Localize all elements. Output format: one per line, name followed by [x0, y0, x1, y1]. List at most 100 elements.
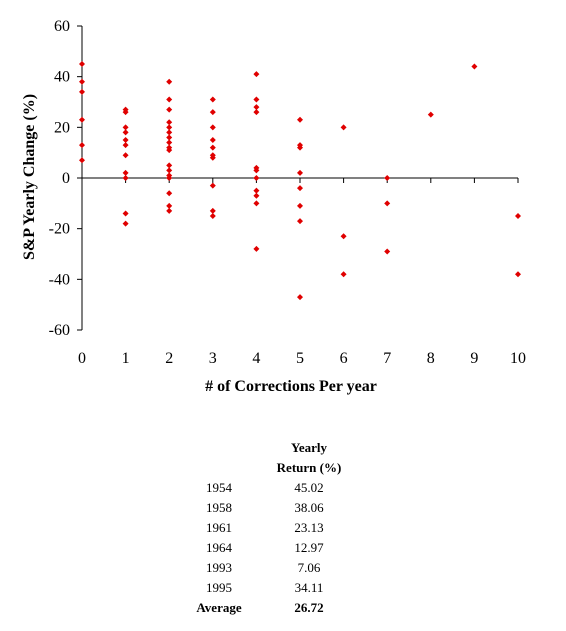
data-point	[166, 119, 173, 126]
data-point	[515, 213, 521, 219]
data-point	[166, 96, 173, 103]
table-year: 1958	[206, 500, 232, 515]
table-row: 1961 23.13	[183, 518, 363, 538]
data-point	[166, 124, 173, 131]
data-point	[122, 109, 129, 116]
data-point	[122, 142, 129, 149]
table-header-row-2: Return (%)	[183, 458, 363, 478]
data-point	[297, 202, 303, 209]
scatter-chart: 60 40 20 0 -20 -40 -60 0 1 2 3 4 5 6 7 8 9 10 # of Corre…	[21, 18, 526, 395]
table-year: 1961	[206, 520, 232, 535]
data-point	[471, 63, 478, 70]
data-point	[166, 167, 173, 174]
data-point	[166, 147, 173, 154]
table-value: 23.13	[294, 520, 324, 535]
data-point	[122, 175, 129, 181]
x-tick-label: 3	[209, 350, 217, 367]
table-year: 1993	[206, 560, 232, 575]
data-point	[79, 157, 85, 164]
data-point	[209, 207, 216, 214]
data-point	[427, 111, 434, 118]
x-tick-label: 0	[78, 350, 86, 367]
table-header-empty	[183, 438, 255, 458]
data-point	[122, 220, 129, 227]
data-point	[253, 96, 260, 103]
data-point	[209, 213, 216, 219]
data-point	[79, 78, 85, 85]
data-point	[166, 106, 173, 113]
table-value: 12.97	[294, 540, 324, 555]
table-row: 1964 12.97	[183, 538, 363, 558]
data-point	[122, 137, 129, 143]
x-tick-label: 7	[383, 350, 391, 367]
table-value: 38.06	[294, 500, 324, 515]
data-point	[340, 124, 347, 131]
y-tick-label: 60	[54, 18, 70, 35]
table-value: 34.11	[294, 580, 324, 595]
x-tick-label: 5	[296, 350, 304, 367]
data-point	[253, 200, 260, 207]
x-tick-label: 1	[122, 350, 130, 367]
table-header-return: Return (%)	[276, 460, 342, 475]
table-year: 1964	[206, 540, 232, 555]
data-point	[79, 61, 85, 67]
data-point	[384, 248, 391, 255]
y-tick-label: 40	[54, 69, 70, 86]
data-point	[209, 182, 216, 189]
data-point	[166, 175, 173, 181]
data-point	[253, 109, 260, 116]
x-tick-labels: 0 1 2 3 4 5 6 7 8 9 10	[78, 350, 526, 367]
y-tick-label: 0	[62, 170, 70, 187]
data-point	[79, 88, 85, 95]
data-point	[297, 169, 303, 176]
data-point	[166, 190, 173, 197]
data-point	[166, 207, 173, 214]
table-year: 1995	[206, 580, 232, 595]
table-year: 1954	[206, 480, 232, 495]
average-value: 26.72	[294, 600, 324, 615]
data-points	[79, 61, 521, 301]
table-header-empty	[183, 458, 255, 478]
table-value: 45.02	[294, 480, 324, 495]
data-point	[209, 154, 216, 161]
returns-table: Yearly Return (%) 1954 45.02 1958 38.06 …	[183, 438, 363, 618]
table-header-row-1: Yearly	[183, 438, 363, 458]
average-label: Average	[196, 600, 242, 615]
data-point	[297, 144, 303, 151]
data-point	[166, 129, 173, 136]
table-average-row: Average 26.72	[183, 598, 363, 618]
data-point	[122, 124, 129, 131]
data-point	[297, 294, 303, 301]
x-tick-label: 6	[340, 350, 348, 367]
data-point	[166, 134, 173, 141]
data-point	[340, 271, 347, 278]
data-point	[253, 245, 260, 252]
x-axis-title: # of Corrections Per year	[205, 378, 377, 395]
data-point	[209, 144, 216, 151]
y-tick-label: -20	[49, 221, 70, 238]
data-point	[79, 116, 85, 123]
data-point	[253, 187, 260, 194]
data-point	[340, 233, 347, 240]
axes	[77, 25, 519, 331]
x-tick-label: 8	[427, 350, 435, 367]
table-row: 1954 45.02	[183, 478, 363, 498]
x-tick-label: 2	[165, 350, 173, 367]
table-body: 1954 45.02 1958 38.06 1961 23.13 1964 12…	[183, 478, 363, 618]
data-point	[122, 129, 129, 136]
table-header-yearly: Yearly	[290, 440, 328, 455]
y-tick-label: 20	[54, 119, 70, 136]
x-tick-label: 10	[510, 350, 526, 367]
y-tick-labels: 60 40 20 0 -20 -40 -60	[49, 18, 70, 339]
data-point	[79, 142, 85, 149]
data-point	[122, 169, 129, 176]
data-point	[515, 271, 521, 278]
data-point	[209, 109, 216, 116]
table-row: 1995 34.11	[183, 578, 363, 598]
y-tick-label: -60	[49, 322, 70, 339]
data-point	[209, 124, 216, 131]
data-point	[253, 167, 260, 174]
data-point	[297, 218, 303, 225]
data-point	[166, 78, 173, 85]
data-point	[297, 185, 303, 192]
